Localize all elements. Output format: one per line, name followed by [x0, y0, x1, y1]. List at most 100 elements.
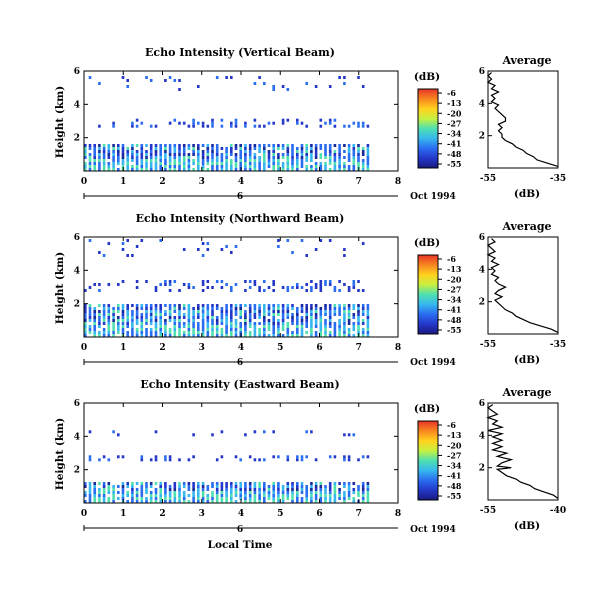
heatmap-cell — [272, 144, 275, 147]
heatmap-cell — [277, 307, 280, 310]
heatmap-cell — [291, 159, 294, 162]
heatmap-cell — [192, 488, 195, 491]
heatmap-cell — [201, 316, 205, 319]
heatmap-cell — [333, 159, 337, 162]
heatmap-cell — [164, 328, 167, 331]
heatmap-cell — [84, 322, 87, 325]
heatmap-cell — [187, 147, 191, 150]
heatmap-cell — [230, 165, 233, 168]
y-axis-label: Height (km) — [54, 252, 66, 324]
heatmap-cell — [88, 165, 92, 168]
heatmap-cell — [220, 156, 224, 159]
heatmap-cell — [361, 242, 365, 245]
heatmap-cell — [145, 144, 148, 147]
heatmap-cell — [244, 488, 247, 491]
heatmap-cell — [272, 316, 275, 319]
heatmap-cell — [215, 168, 219, 171]
heatmap-cell — [220, 491, 224, 494]
heatmap-cell — [319, 162, 323, 165]
heatmap-cell — [173, 500, 177, 503]
heatmap-cell — [291, 491, 294, 494]
heatmap-cell — [263, 430, 266, 434]
heatmap-cell — [211, 313, 214, 316]
heatmap-cell — [211, 150, 214, 153]
heatmap-cell — [352, 482, 356, 485]
heatmap-cell — [88, 328, 92, 331]
heatmap-cell — [192, 286, 195, 289]
heatmap-cell — [187, 310, 191, 313]
heatmap-cell — [215, 319, 219, 322]
heatmap-cell — [343, 458, 346, 462]
heatmap-cell — [154, 289, 158, 292]
heatmap-cell — [352, 304, 356, 307]
heatmap-cell — [126, 156, 129, 159]
heatmap-cell — [164, 147, 167, 150]
heatmap-cell — [121, 150, 125, 153]
heatmap-cell — [310, 485, 313, 488]
heatmap-cell — [286, 156, 290, 159]
heatmap-cell — [300, 162, 304, 165]
heatmap-cell — [314, 310, 318, 313]
heatmap-cell — [248, 313, 252, 316]
heatmap-cell — [328, 331, 332, 334]
heatmap-cell — [314, 147, 318, 150]
heatmap-cell — [357, 121, 360, 125]
heatmap-cell — [159, 239, 162, 242]
x-tick-label: 3 — [199, 177, 205, 187]
heatmap-cell — [121, 248, 125, 251]
heatmap-cell — [102, 310, 106, 313]
heatmap-cell — [286, 159, 290, 162]
heatmap-cell — [258, 331, 261, 334]
heatmap-cell — [225, 150, 228, 153]
heatmap-cell — [220, 248, 224, 251]
heatmap-cell — [244, 280, 247, 283]
heatmap-cell — [310, 307, 313, 310]
heatmap-cell — [333, 304, 337, 307]
heatmap-cell — [347, 165, 351, 168]
heatmap-cell — [98, 331, 101, 334]
heatmap-cell — [296, 319, 299, 322]
heatmap-cell — [164, 491, 167, 494]
heatmap-cell — [305, 124, 308, 128]
colorbar-tick-label: -41 — [447, 139, 461, 149]
heatmap-cell — [98, 165, 101, 168]
heatmap-cell — [112, 316, 115, 319]
heatmap-cell — [310, 331, 313, 334]
y-tick-label: 4 — [74, 100, 80, 110]
heatmap-cell — [117, 310, 120, 313]
heatmap-cell — [107, 328, 111, 331]
heatmap-cell — [149, 147, 153, 150]
heatmap-title: Echo Intensity (Vertical Beam) — [145, 46, 335, 59]
y-tick-label: 6 — [74, 399, 80, 409]
heatmap-cell — [314, 144, 318, 147]
heatmap-cell — [352, 322, 356, 325]
heatmap-cell — [361, 124, 365, 128]
heatmap-cell — [121, 162, 125, 165]
heatmap-cell — [357, 165, 360, 168]
heatmap-cell — [263, 147, 266, 150]
heatmap-cell — [164, 159, 167, 162]
heatmap-cell — [192, 162, 195, 165]
heatmap-cell — [93, 316, 96, 319]
heatmap-cell — [244, 485, 247, 488]
heatmap-cell — [263, 334, 266, 337]
heatmap-cell — [352, 325, 356, 328]
heatmap-cell — [319, 147, 323, 150]
heatmap-cell — [239, 162, 242, 165]
heatmap-cell — [107, 458, 111, 462]
heatmap-cell — [197, 488, 200, 491]
heatmap-cell — [263, 307, 266, 310]
heatmap-cell — [192, 168, 195, 171]
heatmap-cell — [98, 168, 101, 171]
heatmap-cell — [319, 310, 323, 313]
heatmap-cell — [145, 150, 148, 153]
heatmap-cell — [159, 144, 162, 147]
heatmap-cell — [117, 316, 120, 319]
heatmap-cell — [328, 280, 332, 283]
heatmap-cell — [173, 316, 177, 319]
heatmap-cell — [248, 497, 252, 500]
heatmap-cell — [305, 497, 308, 500]
heatmap-cell — [126, 334, 129, 337]
heatmap-cell — [117, 283, 120, 286]
heatmap-cell — [239, 153, 242, 156]
